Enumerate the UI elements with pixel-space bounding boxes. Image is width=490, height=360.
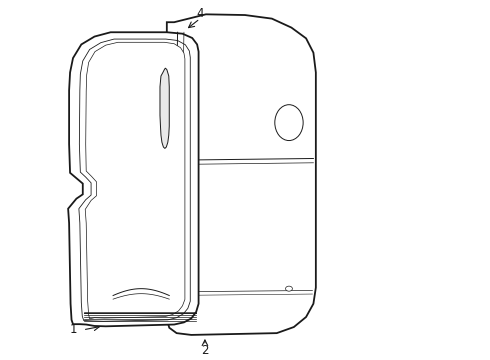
- Text: 1: 1: [69, 323, 77, 336]
- Ellipse shape: [275, 105, 303, 140]
- Text: 3: 3: [133, 190, 140, 203]
- Text: 2: 2: [201, 344, 209, 357]
- Polygon shape: [68, 32, 198, 326]
- Text: 4: 4: [196, 7, 204, 20]
- Polygon shape: [167, 14, 316, 335]
- Polygon shape: [79, 39, 190, 321]
- Polygon shape: [85, 42, 185, 319]
- Circle shape: [286, 286, 293, 291]
- Polygon shape: [160, 68, 169, 148]
- Text: 5: 5: [125, 275, 132, 288]
